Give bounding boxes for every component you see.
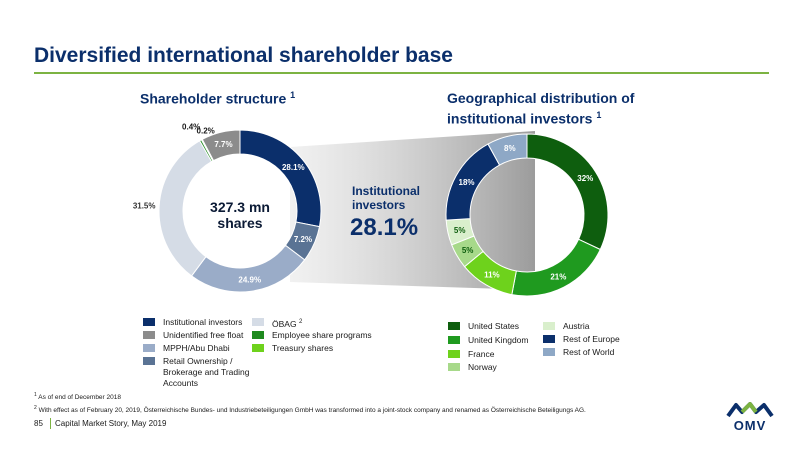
data-label: 7.7% — [214, 140, 232, 149]
legend-swatch — [543, 348, 555, 356]
legend-swatch — [543, 335, 555, 343]
page-number: 85 — [34, 419, 43, 428]
legend-item-unidentified: Unidentified free float — [143, 330, 243, 341]
legend-item-uk: United Kingdom — [448, 335, 528, 346]
footnote-1: 1 As of end of December 2018 — [34, 392, 121, 402]
legend-swatch — [252, 331, 264, 339]
legend-item-austria: Austria — [543, 321, 589, 332]
callout-label-line2: investors — [352, 198, 406, 212]
legend-swatch — [543, 322, 555, 330]
title-divider — [34, 72, 769, 74]
page-title: Diversified international shareholder ba… — [34, 44, 453, 67]
footnote-2: 2 With effect as of February 20, 2019, Ö… — [34, 405, 586, 415]
legend-swatch — [252, 318, 264, 326]
data-label: 18% — [459, 178, 475, 187]
footnote-ref: 1 — [290, 90, 296, 100]
legend-item-norway: Norway — [448, 362, 497, 373]
legend-swatch — [448, 322, 460, 330]
page-separator — [50, 418, 51, 429]
donut-slice — [526, 133, 609, 251]
legend-swatch — [448, 363, 460, 371]
legend-swatch — [252, 344, 264, 352]
data-label: 11% — [484, 270, 500, 279]
callout-label-line1: Institutional — [352, 184, 420, 198]
donut-slice — [190, 244, 306, 293]
legend-swatch — [143, 357, 155, 365]
logo-icon — [726, 402, 774, 418]
data-label: 5% — [454, 226, 466, 235]
legend-item-institutional: Institutional investors — [143, 317, 242, 328]
footnote-ref: 1 — [596, 110, 602, 120]
legend-item-rest-world: Rest of World — [543, 347, 614, 358]
legend-swatch — [143, 318, 155, 326]
geographic-distribution-donut: 32% 21% 11% 5% 5% 18% 8% — [445, 133, 609, 297]
center-text-line2: shares — [217, 215, 262, 231]
legend-swatch — [143, 331, 155, 339]
omv-logo: OMV — [726, 402, 774, 433]
legend-item-treasury: Treasury shares — [252, 343, 333, 354]
data-label: 32% — [577, 174, 593, 183]
donut-slice — [158, 140, 213, 277]
data-label: 0.2% — [197, 127, 215, 136]
donut-slice — [201, 129, 241, 162]
legend-swatch — [448, 350, 460, 358]
data-label: 8% — [504, 144, 516, 153]
legend-item-mpph: MPPH/Abu Dhabi — [143, 343, 230, 354]
subtitle-geographical-distribution: Geographical distribution of institution… — [447, 90, 635, 127]
legend-item-employee: Employee share programs — [252, 330, 372, 341]
data-label: 5% — [462, 246, 474, 255]
legend-swatch — [143, 344, 155, 352]
data-label: 24.9% — [238, 275, 261, 284]
data-label: 21% — [550, 272, 566, 281]
legend-item-obag: ÖBAG 2 — [252, 317, 302, 330]
legend-item-rest-europe: Rest of Europe — [543, 334, 620, 345]
legend-item-france: France — [448, 349, 494, 360]
center-text-line1: 327.3 mn — [210, 199, 270, 215]
legend-item-us: United States — [448, 321, 519, 332]
shareholder-structure-donut: 28.1% 7.2% 24.9% 31.5% 0.4%0.2% 7.7% — [133, 122, 322, 293]
page-label: Capital Market Story, May 2019 — [55, 419, 167, 428]
legend-swatch — [448, 336, 460, 344]
legend-item-retail: Retail Ownership / Brokerage and Trading A… — [143, 356, 249, 389]
subtitle-shareholder-structure: Shareholder structure 1 — [140, 90, 296, 107]
data-label: 0.4% — [182, 122, 200, 131]
callout-value: 28.1% — [350, 214, 418, 241]
data-label: 31.5% — [133, 202, 156, 211]
data-label: 28.1% — [282, 163, 305, 172]
donut-slice — [487, 133, 528, 166]
data-label: 7.2% — [294, 235, 312, 244]
